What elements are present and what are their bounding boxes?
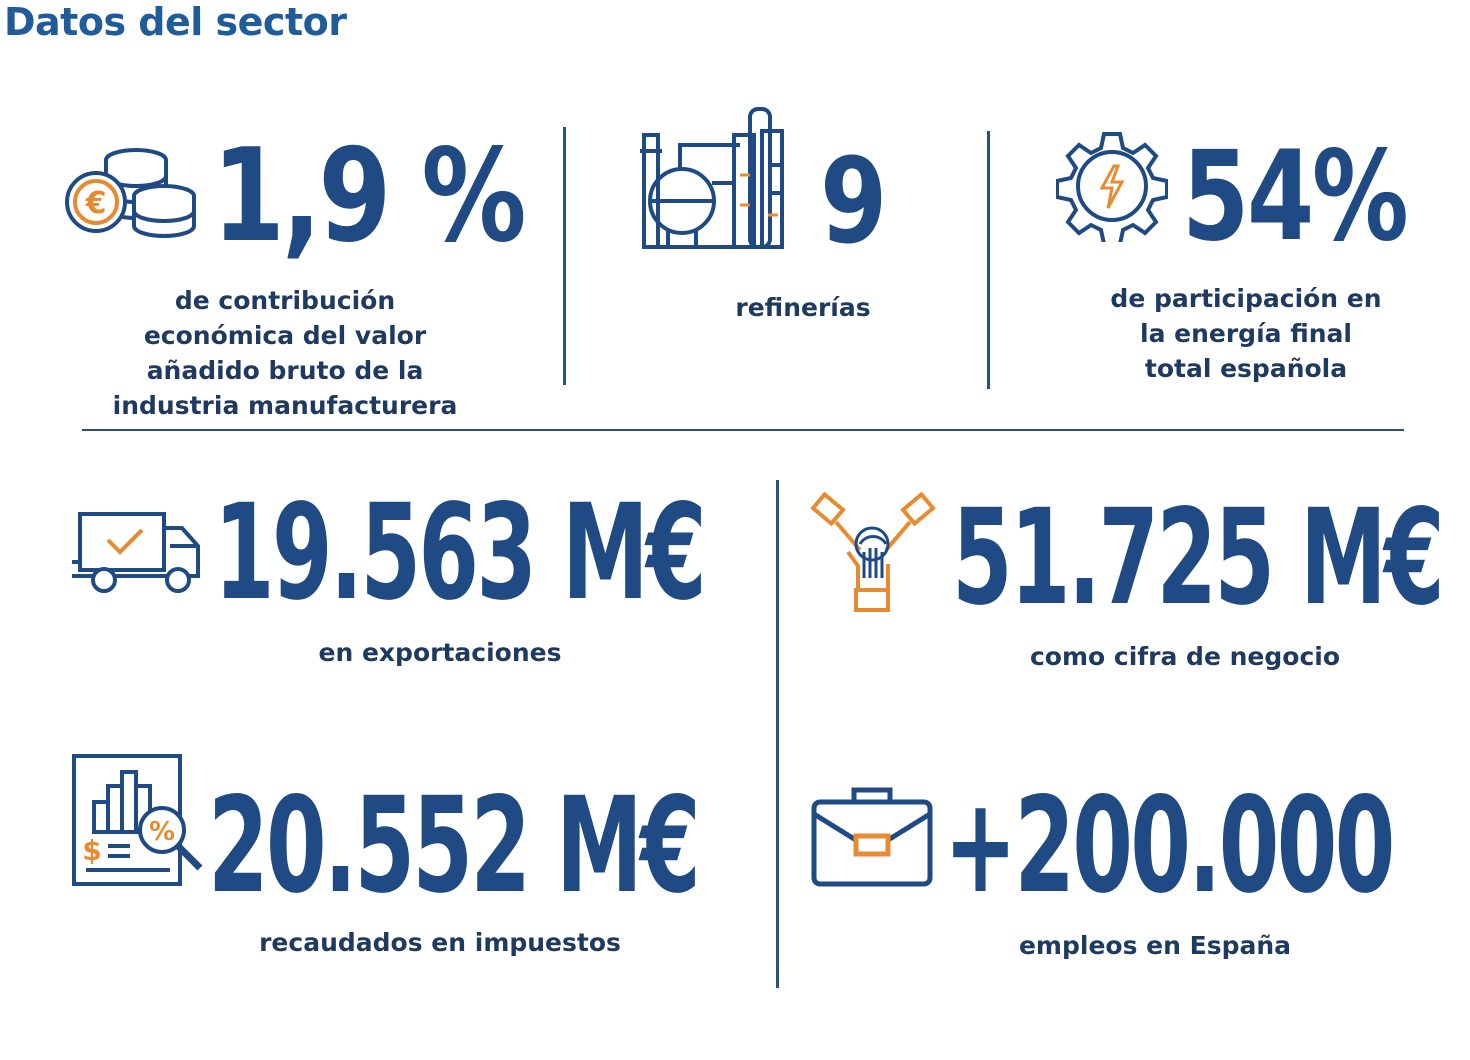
refinery-icon [640,107,784,249]
svg-text:$: $ [82,834,101,867]
stat-value: 20.552 M€ [208,769,701,923]
stat-value: 9 [820,132,888,270]
divider [563,127,566,385]
coins-euro-icon: € [65,148,196,238]
divider [987,131,990,389]
stat-label: como cifra de negocio [1029,642,1341,671]
svg-text:€: € [85,186,107,221]
stat-value: 54% [1182,125,1409,269]
stat-label: en exportaciones [318,638,562,667]
delivery-truck-icon [72,512,200,593]
tax-report-icon: % $ [72,754,203,886]
page-title: Datos del sector [4,0,347,44]
gear-lightning-icon [1056,132,1168,242]
stat-value: 51.725 M€ [952,481,1445,635]
stat-label: empleos en España [1018,931,1292,960]
stat-value: 19.563 M€ [214,476,707,630]
stat-label: refinerías [735,293,871,322]
stat-value: +200.000 [944,769,1395,923]
handshake-icon [810,492,936,612]
divider [82,429,1404,431]
divider [776,480,779,988]
stat-label: de participación en la energía final tot… [1110,284,1382,383]
stat-label: de contribución económica del valor añad… [112,286,458,420]
svg-text:%: % [149,817,175,847]
stat-label: recaudados en impuestos [259,928,621,957]
stat-value: 1,9 % [212,122,527,271]
briefcase-icon [811,787,933,887]
